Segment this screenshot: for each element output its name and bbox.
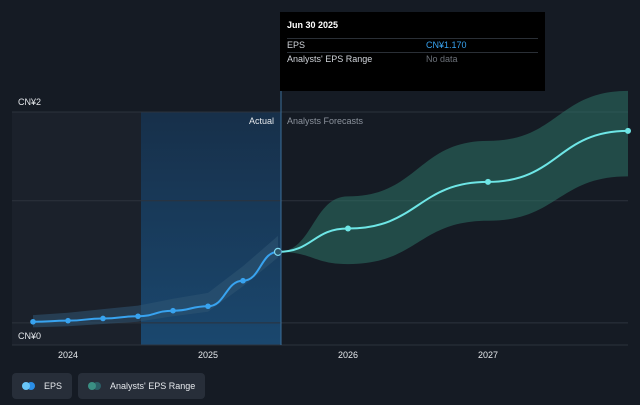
legend: EPS Analysts' EPS Range [12,373,206,399]
eps-point-1 [65,317,71,324]
eps-point-5 [205,303,211,310]
eps-actual-line [32,250,279,323]
legend-eps-label: EPS [44,381,63,391]
actual-region-label: Actual [249,116,274,126]
range-legend-icon [88,382,104,390]
x-axis-ticks: 2024 2025 2026 2027 [58,350,498,360]
tooltip-date: Jun 30 2025 [287,20,339,30]
forecast-point-3 [625,127,631,134]
x-tick-label-2024: 2024 [58,350,78,360]
eps-point-4 [170,307,176,314]
eps-forecast-line [277,129,629,253]
eps-point-3 [135,313,141,320]
series-lines [32,129,629,323]
eps-point-0 [30,318,36,325]
tooltip-eps-label: EPS [287,40,306,50]
range-area [278,90,628,265]
x-tick-label-2025: 2025 [198,350,218,360]
eps-point-6 [240,277,246,284]
legend-item-range[interactable]: Analysts' EPS Range [78,373,206,399]
y-tick-label-bottom: CN¥0 [18,331,41,341]
forecast-region-label: Analysts Forecasts [287,116,364,126]
y-tick-label-top: CN¥2 [18,97,41,107]
forecast-point-1 [345,225,351,232]
tooltip-row-eps: EPS CN¥1.170 [287,38,538,52]
series-points [30,127,631,325]
x-tick-label-2027: 2027 [478,350,498,360]
tooltip-range-value: No data [426,54,458,64]
eps-point-7 [273,247,283,256]
eps-legend-icon [22,382,38,390]
tooltip-row-range: Analysts' EPS Range No data [287,52,538,66]
legend-range-label: Analysts' EPS Range [110,381,196,391]
tooltip-range-label: Analysts' EPS Range [287,54,373,64]
forecast-point-2 [485,178,491,185]
eps-point-2 [100,315,106,322]
hover-tooltip: Jun 30 2025 EPS CN¥1.170 Analysts' EPS R… [280,12,545,91]
x-tick-label-2026: 2026 [338,350,358,360]
legend-item-eps[interactable]: EPS [12,373,73,399]
tooltip-eps-value: CN¥1.170 [426,40,467,50]
forecast-range-band [278,90,628,265]
